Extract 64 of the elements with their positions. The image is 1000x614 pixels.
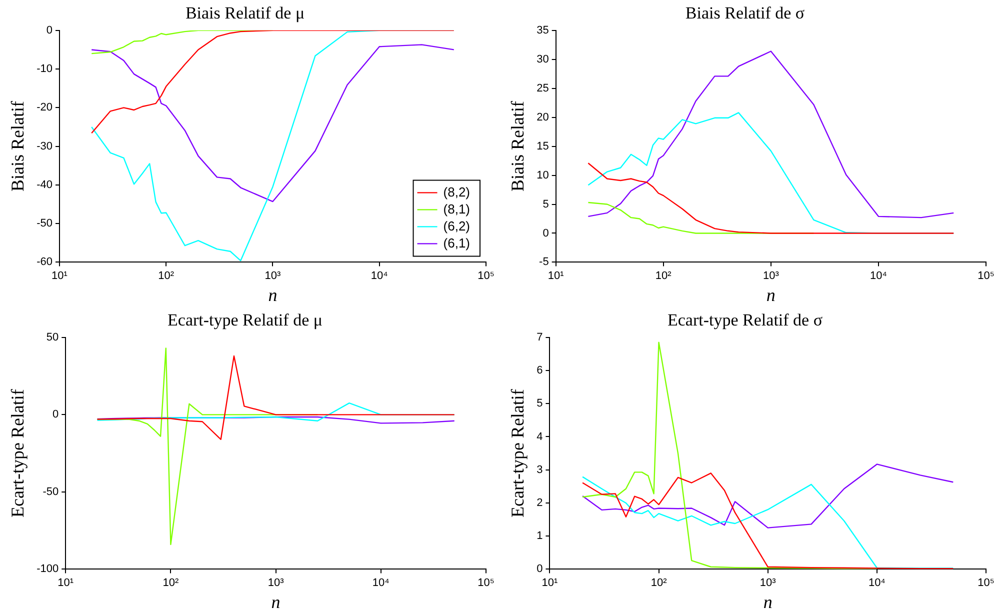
chart-title: Ecart-type Relatif de σ [667, 310, 823, 330]
y-tick-label: 5 [536, 398, 543, 410]
x-tick-label: 10¹ [542, 576, 558, 589]
x-axis-title: n [268, 284, 278, 305]
x-tick-label: 10³ [762, 270, 780, 282]
y-tick-label: -10 [36, 63, 52, 76]
y-tick-label: 10 [536, 169, 549, 182]
y-tick-label: 2 [536, 497, 543, 510]
x-tick-label: 10³ [760, 576, 776, 589]
x-tick-label: 10² [158, 270, 174, 282]
x-tick-label: 10¹ [58, 576, 74, 589]
y-tick-label: 1 [536, 530, 543, 542]
y-tick-label: 7 [536, 331, 543, 344]
x-tick-label: 10⁴ [870, 270, 888, 282]
y-tick-label: 4 [536, 430, 543, 443]
x-tick-label: 10⁴ [372, 576, 390, 589]
y-tick-label: 5 [542, 198, 549, 210]
y-axis-title: Biais Relatif [508, 101, 528, 192]
x-tick-label: 10⁵ [978, 270, 994, 282]
x-axis-title: n [766, 284, 776, 305]
y-tick-label: 15 [536, 140, 549, 152]
y-tick-label: 0 [52, 408, 59, 421]
y-tick-label: 30 [536, 53, 549, 66]
y-tick-label: -50 [36, 218, 52, 230]
y-axis-title: Biais Relatif [8, 101, 28, 192]
y-tick-label: 35 [536, 24, 549, 36]
y-tick-label: -100 [36, 563, 59, 576]
y-tick-label: -5 [539, 256, 549, 268]
x-tick-label: 10² [162, 576, 179, 589]
x-tick-label: 10¹ [548, 270, 564, 282]
y-tick-label: 0 [542, 227, 549, 240]
x-axis-title: n [271, 592, 280, 612]
y-axis-title: Ecart-type Relatif [8, 389, 28, 518]
y-tick-label: 25 [536, 82, 549, 94]
x-tick-label: 10² [650, 576, 668, 589]
y-tick-label: -40 [36, 178, 52, 191]
legend-label: (8,2) [443, 184, 470, 200]
x-tick-label: 10⁵ [478, 576, 494, 589]
x-tick-label: 10¹ [52, 270, 68, 282]
y-tick-label: 3 [536, 464, 543, 476]
y-tick-label: 50 [46, 331, 59, 344]
y-axis-title: Ecart-type Relatif [508, 389, 528, 518]
x-axis-title: n [763, 592, 772, 612]
legend-label: (8,1) [443, 201, 470, 216]
x-tick-label: 10⁴ [370, 270, 388, 282]
y-tick-label: -60 [36, 256, 52, 268]
x-tick-label: 10³ [264, 270, 282, 282]
x-tick-label: 10⁵ [978, 576, 994, 589]
y-tick-label: 6 [536, 364, 543, 377]
y-tick-label: -20 [36, 102, 52, 114]
y-tick-label: 0 [536, 563, 543, 576]
chart-title: Biais Relatif de σ [685, 4, 805, 23]
x-tick-label: 10² [655, 270, 672, 282]
y-tick-label: -30 [36, 140, 52, 152]
y-tick-label: -50 [42, 486, 59, 498]
y-tick-label: 20 [536, 111, 549, 124]
chart-title: Biais Relatif de μ [185, 4, 305, 23]
x-tick-label: 10⁵ [478, 270, 494, 282]
legend-label: (6,2) [443, 218, 470, 234]
x-tick-label: 10³ [268, 576, 284, 589]
x-tick-label: 10⁴ [868, 576, 886, 589]
legend-label: (6,1) [443, 235, 470, 250]
y-tick-label: 0 [46, 24, 52, 36]
chart-title: Ecart-type Relatif de μ [168, 310, 322, 330]
